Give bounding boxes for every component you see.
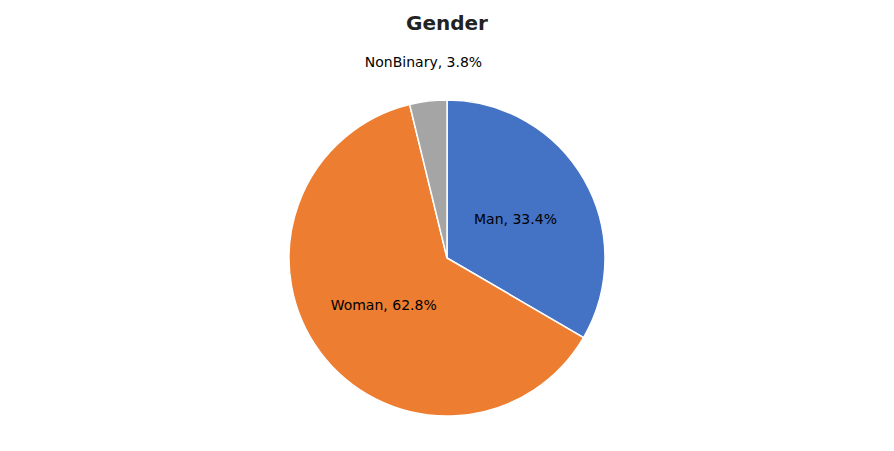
data-label: Woman, 62.8% (331, 297, 437, 313)
background (0, 0, 894, 451)
chart-svg: Gender Man, 33.4% Woman, 62.8% NonBinary, 3… (0, 0, 894, 451)
data-label: Man, 33.4% (474, 211, 557, 227)
pie-slice (410, 100, 447, 258)
data-label: NonBinary, 3.8% (365, 54, 482, 70)
chart-title: Gender (406, 11, 488, 35)
pie-slices (289, 100, 605, 416)
chart-container: Gender Man, 33.4% Woman, 62.8% NonBinary, 3… (0, 0, 894, 451)
data-labels: Man, 33.4% Woman, 62.8% NonBinary, 3.8% (331, 54, 557, 313)
